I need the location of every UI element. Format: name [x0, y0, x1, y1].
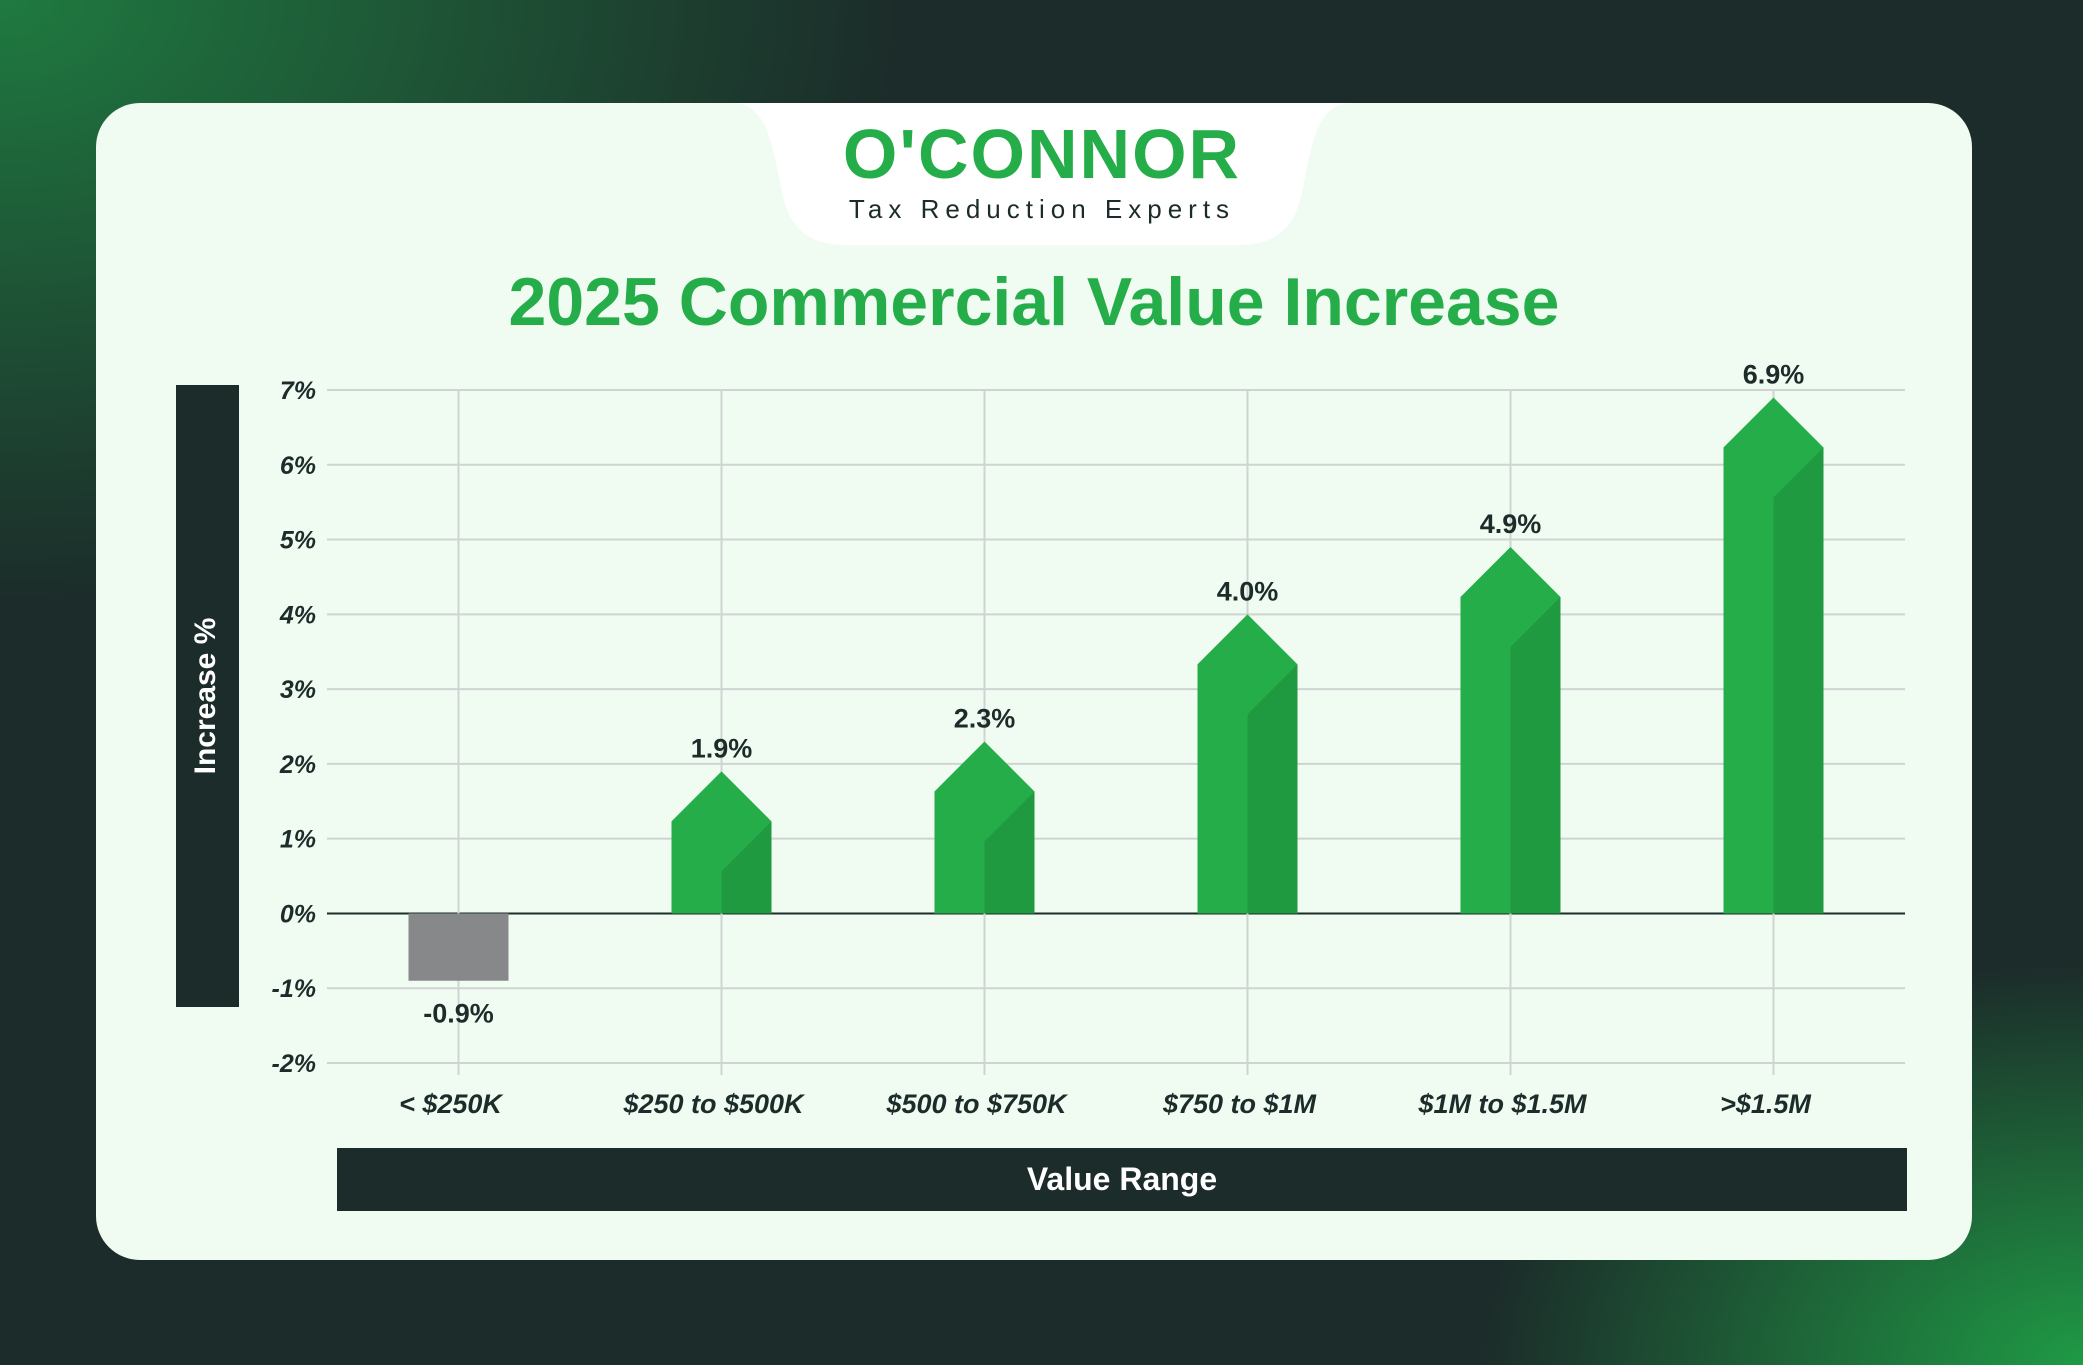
y-tick-label: 4%	[279, 601, 316, 629]
bar-shade	[984, 791, 1035, 914]
x-tick-label: $250 to $500K	[622, 1089, 806, 1119]
bar-shade	[1773, 447, 1824, 914]
x-axis-label: Value Range	[337, 1148, 1907, 1211]
x-tick-label: $750 to $1M	[1162, 1089, 1317, 1119]
y-tick-label: 5%	[280, 527, 316, 555]
data-label: 2.3%	[954, 703, 1016, 733]
y-tick-label: 0%	[280, 900, 316, 928]
data-label: -0.9%	[423, 999, 494, 1029]
y-tick-label: 2%	[279, 751, 316, 779]
x-tick-label: $1M to $1.5M	[1417, 1089, 1587, 1119]
y-tick-label: 1%	[280, 826, 316, 854]
y-axis-label-box	[176, 385, 239, 1007]
y-tick-label: -1%	[272, 975, 316, 1003]
logo-tab-shape	[732, 103, 1352, 245]
chart-card	[96, 103, 1972, 1260]
logo-tab: O'CONNOR Tax Reduction Experts	[732, 103, 1352, 245]
brand-logo: O'CONNOR	[842, 115, 1242, 193]
y-tick-label: -2%	[272, 1050, 316, 1078]
data-label: 4.9%	[1480, 509, 1542, 539]
bar-shade	[721, 821, 772, 914]
y-tick-label: 3%	[280, 676, 316, 704]
chart-title: 2025 Commercial Value Increase	[508, 264, 1560, 340]
data-label: 1.9%	[691, 733, 753, 763]
data-label: 6.9%	[1743, 359, 1805, 389]
bar	[408, 913, 509, 981]
bar-shade	[1247, 664, 1298, 914]
bar-shade	[1510, 597, 1561, 914]
y-tick-label: 6%	[280, 452, 316, 480]
brand-tagline: Tax Reduction Experts	[848, 194, 1236, 224]
data-label: 4.0%	[1217, 576, 1279, 606]
x-tick-label: < $250K	[399, 1089, 504, 1119]
x-tick-label: $500 to $750K	[885, 1089, 1069, 1119]
x-tick-label: >$1.5M	[1720, 1089, 1811, 1119]
y-tick-label: 7%	[280, 377, 316, 405]
